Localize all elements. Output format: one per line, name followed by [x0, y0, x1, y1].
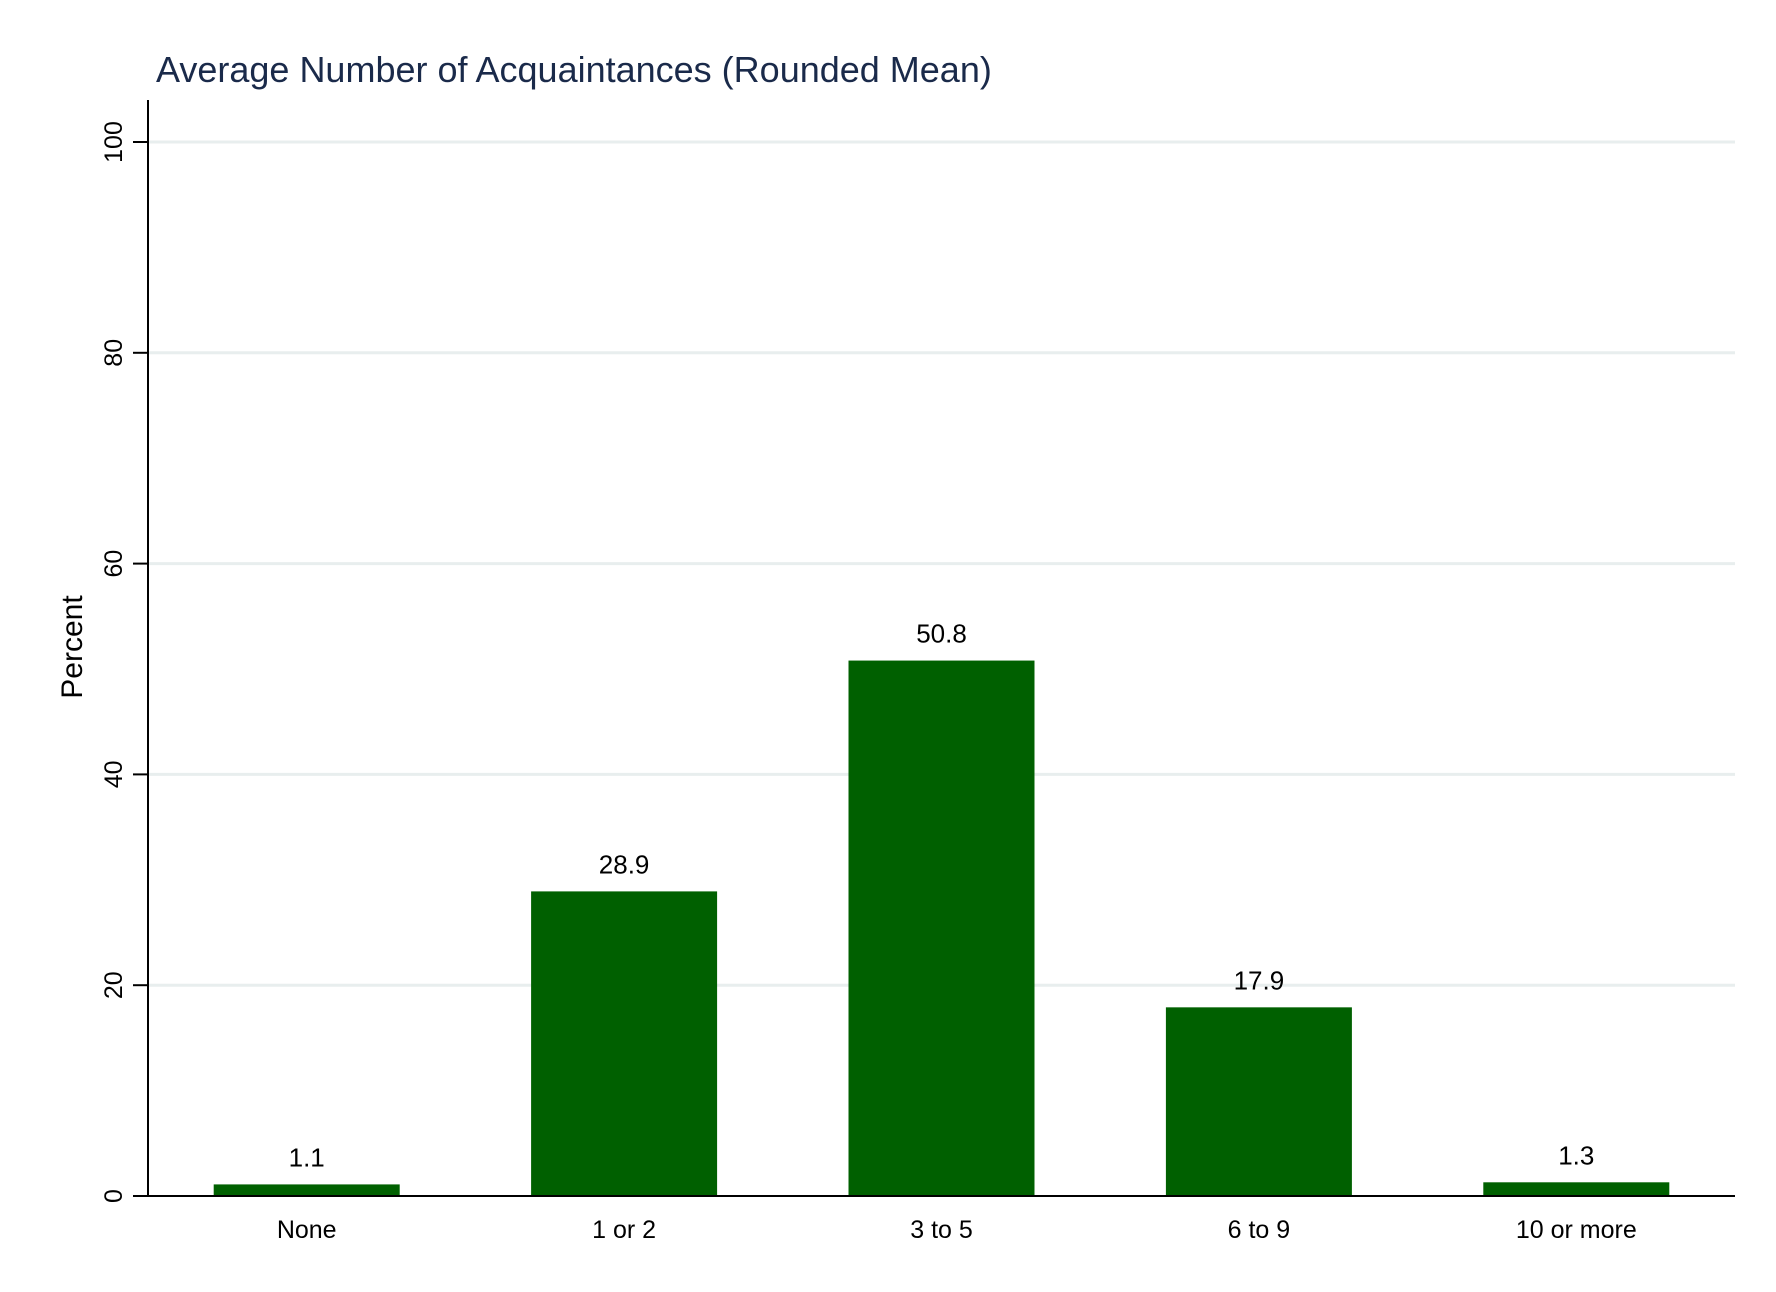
- x-tick-label: None: [277, 1216, 337, 1244]
- chart-title: Average Number of Acquaintances (Rounded…: [156, 49, 992, 90]
- bar-value-label: 17.9: [1234, 965, 1285, 995]
- bar: [1165, 1007, 1352, 1196]
- x-tick-label: 1 or 2: [592, 1216, 656, 1244]
- bar-value-label: 50.8: [916, 619, 967, 649]
- y-tick-label: 100: [100, 121, 128, 163]
- y-tick-label: 60: [100, 550, 128, 578]
- y-tick-label: 0: [100, 1189, 128, 1203]
- x-tick-label: 10 or more: [1516, 1216, 1637, 1244]
- bar: [213, 1184, 400, 1196]
- bar-value-label: 28.9: [599, 849, 650, 879]
- y-tick-label: 20: [100, 971, 128, 999]
- bars: [213, 660, 1670, 1196]
- y-tick-labels: 0 20 40 60 80 100: [100, 121, 128, 1203]
- bar-value-labels: 1.1 28.9 50.8 17.9 1.3: [289, 619, 1595, 1173]
- x-tick-label: 6 to 9: [1228, 1216, 1291, 1244]
- bar-value-label: 1.3: [1558, 1140, 1594, 1170]
- bar: [848, 660, 1035, 1196]
- x-tick-labels: None 1 or 2 3 to 5 6 to 9 10 or more: [277, 1216, 1637, 1244]
- y-tick-label: 80: [100, 339, 128, 367]
- bar: [1483, 1182, 1670, 1196]
- y-axis-label: Percent: [56, 595, 89, 699]
- x-tick-label: 3 to 5: [910, 1216, 973, 1244]
- y-tick-label: 40: [100, 760, 128, 788]
- bar: [531, 891, 718, 1196]
- axes: [133, 100, 1735, 1197]
- bar-value-label: 1.1: [289, 1142, 325, 1172]
